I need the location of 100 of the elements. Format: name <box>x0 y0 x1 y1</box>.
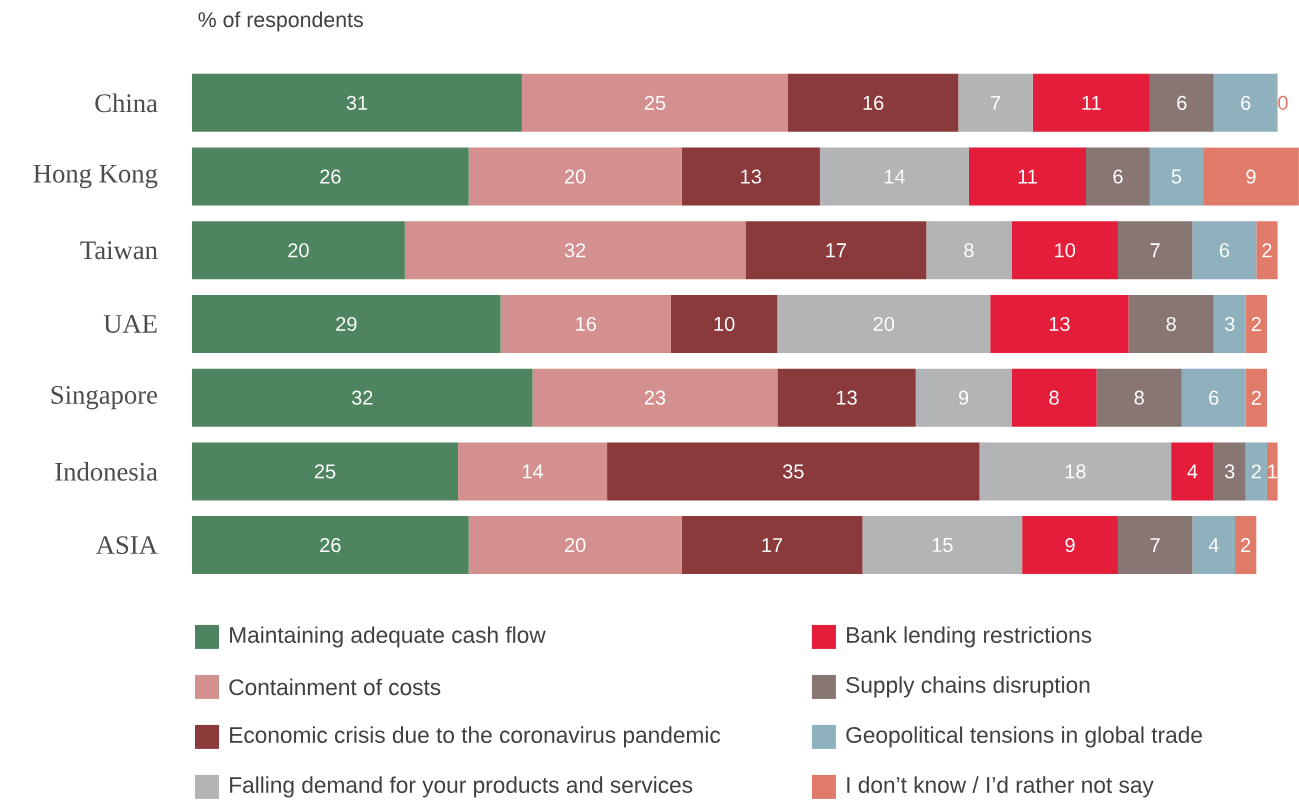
data-label: 8 <box>1049 390 1059 405</box>
data-label: 32 <box>564 243 586 258</box>
bar <box>521 73 788 132</box>
bar <box>1128 295 1214 354</box>
bar <box>191 295 501 354</box>
data-label: 2 <box>1262 243 1272 258</box>
data-label: 2 <box>1241 538 1251 553</box>
bar <box>1192 221 1257 280</box>
data-label: 26 <box>320 538 341 553</box>
bar <box>1149 73 1214 132</box>
legend-label: Containment of costs <box>229 678 441 696</box>
data-label: 8 <box>1134 390 1144 405</box>
data-label: 15 <box>932 538 953 553</box>
bar <box>1245 442 1267 501</box>
data-label: 0 <box>1278 95 1288 110</box>
data-label: 17 <box>826 243 847 258</box>
y-tick-label: Taiwan <box>80 241 158 260</box>
data-label: 17 <box>762 538 783 553</box>
bar <box>1117 516 1193 575</box>
bar <box>1213 73 1278 132</box>
data-label: 16 <box>576 316 597 332</box>
data-label: 14 <box>884 169 905 184</box>
data-label: 7 <box>991 96 1001 110</box>
data-label: 3 <box>1224 316 1235 332</box>
legend-label: Falling demand for your products and services <box>230 776 693 798</box>
bar <box>1266 442 1278 501</box>
data-label: 9 <box>1246 169 1256 184</box>
bar <box>670 295 778 354</box>
data-label: 31 <box>346 95 368 110</box>
data-label: 18 <box>1065 464 1086 479</box>
data-label: 3 <box>1224 464 1235 479</box>
data-label: 7 <box>1150 243 1160 258</box>
data-label: 8 <box>1166 316 1176 332</box>
data-label: 6 <box>1241 95 1251 110</box>
data-label: 13 <box>1049 316 1070 332</box>
bar <box>979 442 1172 501</box>
bar <box>1213 295 1246 354</box>
bar <box>1011 368 1097 427</box>
data-label: 25 <box>314 464 336 479</box>
data-label: 13 <box>836 390 857 405</box>
data-label: 29 <box>336 316 357 332</box>
y-tick-label: UAE <box>103 315 157 333</box>
bar <box>777 368 916 427</box>
legend-label: Maintaining adequate cash flow <box>230 626 546 648</box>
data-label: 20 <box>565 169 586 184</box>
legend-label: Supply chains disruption <box>846 676 1090 698</box>
data-label: 14 <box>522 464 544 479</box>
bar <box>1096 368 1182 427</box>
data-label: 11 <box>1082 96 1101 110</box>
data-label: 35 <box>782 464 804 479</box>
data-label: 10 <box>714 316 735 332</box>
data-label: 6 <box>1113 169 1123 184</box>
bar <box>1011 221 1118 280</box>
bar <box>191 368 533 427</box>
bar <box>191 147 469 206</box>
bar <box>926 221 1012 280</box>
data-label: 20 <box>873 316 895 332</box>
data-label: 2 <box>1251 390 1261 405</box>
data-label: 2 <box>1251 317 1261 331</box>
data-label: 6 <box>1209 390 1219 405</box>
bar <box>1256 221 1278 280</box>
bar <box>1203 147 1299 206</box>
legend-label: Bank lending restrictions <box>847 626 1092 648</box>
bar <box>468 147 682 206</box>
data-label: 2 <box>1251 464 1261 479</box>
data-label: 7 <box>1150 538 1160 553</box>
data-label: 20 <box>288 243 309 258</box>
data-label: 26 <box>320 169 341 184</box>
bar <box>191 73 522 132</box>
data-label: 23 <box>644 390 666 405</box>
bar <box>819 147 969 206</box>
data-label: 6 <box>1177 95 1187 110</box>
data-label: 25 <box>644 95 666 110</box>
bar <box>191 442 459 501</box>
bar <box>1117 221 1193 280</box>
data-label: 6 <box>1219 243 1230 258</box>
bar <box>990 295 1129 354</box>
data-label: 16 <box>863 95 884 110</box>
data-label: 10 <box>1055 243 1076 258</box>
bar <box>404 221 746 280</box>
data-label: 4 <box>1208 538 1219 553</box>
bar <box>532 368 778 427</box>
data-label: 5 <box>1171 169 1182 184</box>
bar <box>681 516 863 575</box>
bar <box>1181 368 1246 427</box>
y-tick-label: ASIA <box>95 536 158 555</box>
bar <box>958 73 1033 132</box>
bar <box>1149 147 1204 206</box>
bar <box>915 368 1012 427</box>
bar <box>1022 516 1118 575</box>
bar <box>862 516 1023 575</box>
data-label: 9 <box>1065 538 1075 553</box>
legend-label: Geopolitical tensions in global trade <box>846 726 1202 748</box>
bar <box>968 147 1087 206</box>
data-label: 1 <box>1268 464 1277 479</box>
bar <box>468 516 682 575</box>
data-label: 8 <box>964 243 974 258</box>
bar <box>777 295 991 354</box>
legend-label: Economic crisis due to the coronavirus pandemic <box>230 726 721 748</box>
bar <box>681 147 820 206</box>
